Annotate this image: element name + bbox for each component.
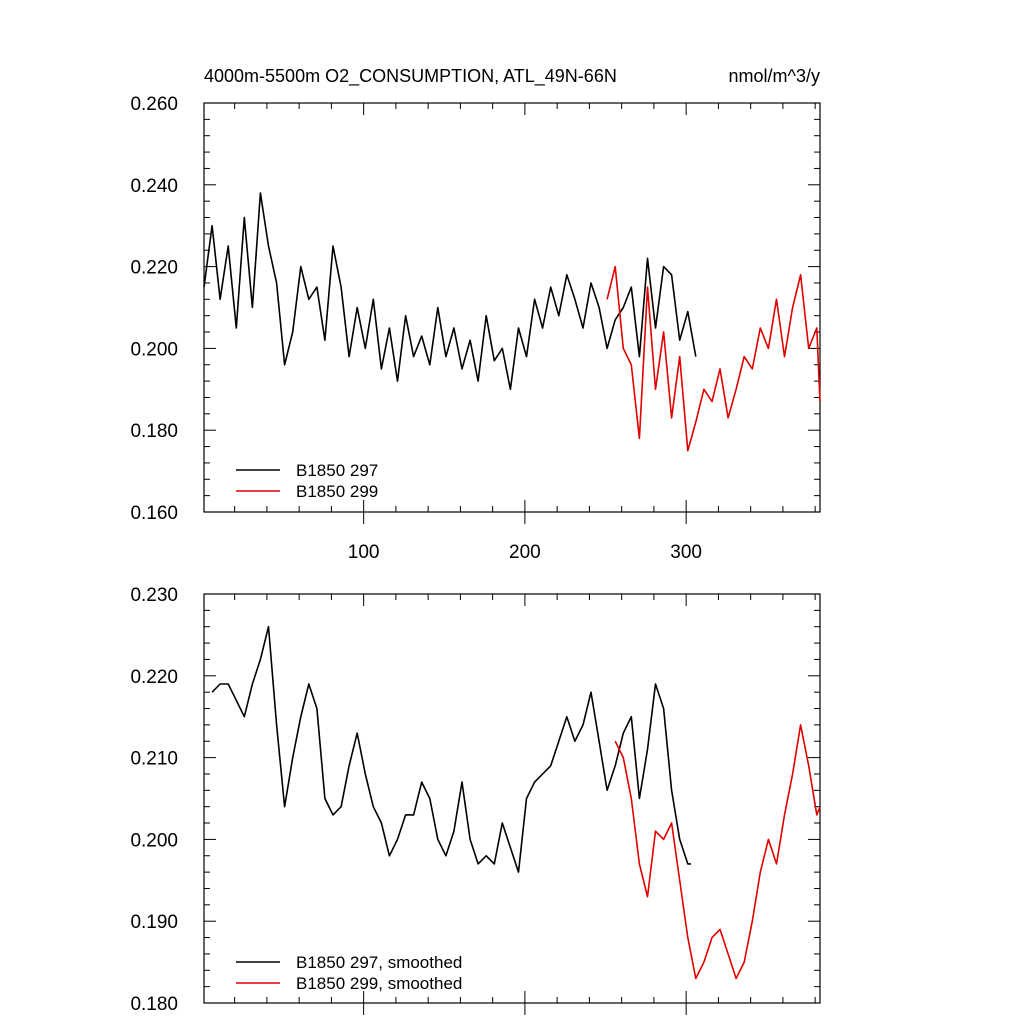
legend-label-2: B1850 299, smoothed	[296, 974, 462, 993]
legend-label-1: B1850 297	[296, 461, 378, 480]
y-tick-label: 0.200	[130, 830, 178, 851]
y-tick-label: 0.190	[130, 912, 178, 933]
y-tick-label: 0.180	[130, 994, 178, 1015]
series-line-1	[211, 625, 691, 873]
x-tick-label: 300	[670, 542, 702, 563]
series-line-2	[614, 724, 821, 980]
y-tick-label: 0.230	[130, 585, 178, 606]
legend-label-2: B1850 299	[296, 482, 378, 501]
x-tick-label: 200	[509, 542, 541, 563]
y-tick-label: 0.180	[130, 421, 178, 442]
y-tick-label: 0.160	[130, 503, 178, 524]
chart-units: nmol/m^3/y	[729, 66, 820, 86]
y-tick-label: 0.200	[130, 339, 178, 360]
legend-label-1: B1850 297, smoothed	[296, 953, 462, 972]
series-line-2	[606, 265, 821, 452]
y-tick-label: 0.220	[130, 667, 178, 688]
bottom-panel: 0.180 0.190 0.200 0.210 0.220 0.230 B1850 297,…	[130, 585, 821, 1015]
y-tick-label: 0.260	[130, 94, 178, 115]
series-line-1	[203, 192, 697, 391]
y-tick-label: 0.220	[130, 258, 178, 279]
top-panel: 0.160 0.180 0.200 0.220 0.240 0.260 100 200 300 B…	[130, 94, 821, 563]
chart-title: 4000m-5500m O2_CONSUMPTION, ATL_49N-66N	[204, 66, 617, 87]
y-tick-label: 0.240	[130, 176, 178, 197]
y-tick-label: 0.210	[130, 749, 178, 770]
x-tick-label: 100	[348, 542, 380, 563]
plot-frame	[203, 593, 821, 1004]
plot-frame	[203, 102, 821, 513]
